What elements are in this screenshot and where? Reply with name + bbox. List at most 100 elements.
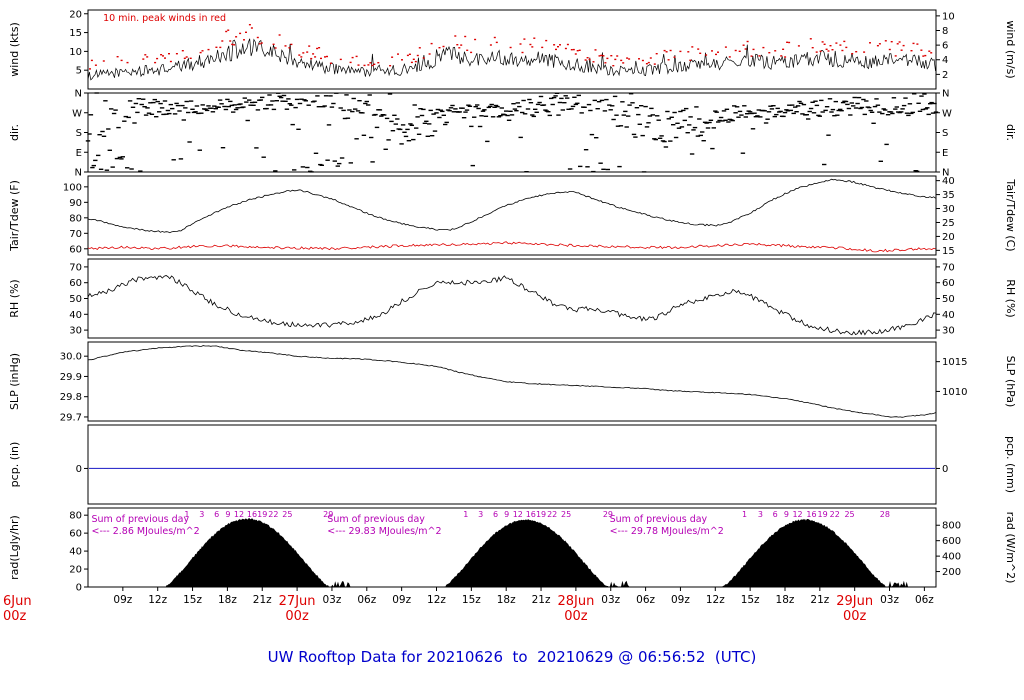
svg-text:1: 1 <box>184 510 189 519</box>
svg-text:30: 30 <box>69 326 82 337</box>
svg-text:22: 22 <box>830 510 840 519</box>
svg-text:03z: 03z <box>323 594 342 606</box>
svg-text:9: 9 <box>225 510 230 519</box>
svg-text:rad(Lgly/hr): rad(Lgly/hr) <box>8 515 21 580</box>
svg-text:80: 80 <box>69 511 82 522</box>
svg-text:E: E <box>76 148 82 159</box>
svg-text:06z: 06z <box>915 594 934 606</box>
svg-text:80: 80 <box>69 213 82 224</box>
svg-text:5: 5 <box>76 66 82 77</box>
svg-text:6: 6 <box>773 510 778 519</box>
svg-text:19: 19 <box>257 510 267 519</box>
svg-text:20: 20 <box>69 565 82 576</box>
svg-text:60: 60 <box>69 278 82 289</box>
svg-text:10: 10 <box>69 47 82 58</box>
svg-text:03z: 03z <box>601 594 620 606</box>
svg-text:25: 25 <box>942 218 955 229</box>
svg-text:70: 70 <box>942 262 955 273</box>
svg-text:09z: 09z <box>671 594 690 606</box>
panel-temp: 100 90 80 70 60 40 35 30 25 20 15 Tair/Tdew (F) Tair… <box>8 175 1017 257</box>
svg-text:200: 200 <box>942 567 961 578</box>
svg-text:rad (W/m^2): rad (W/m^2) <box>1004 512 1017 584</box>
svg-text:1010: 1010 <box>942 387 967 398</box>
svg-text:25: 25 <box>282 510 292 519</box>
svg-text:N: N <box>942 89 949 100</box>
svg-text:400: 400 <box>942 552 961 563</box>
svg-text:19: 19 <box>818 510 828 519</box>
svg-text:8: 8 <box>942 26 948 37</box>
panel-rh: 70 60 50 40 30 70 60 50 40 30 RH (%) RH (%) <box>8 258 1017 339</box>
svg-text:Sum of previous day: Sum of previous day <box>610 514 708 525</box>
svg-text:600: 600 <box>942 536 961 547</box>
svg-text:12: 12 <box>513 510 523 519</box>
svg-text:35: 35 <box>942 190 955 201</box>
svg-text:00z: 00z <box>843 609 867 624</box>
svg-text:wind (m/s): wind (m/s) <box>1004 20 1017 78</box>
svg-text:12z: 12z <box>148 594 167 606</box>
chart-title: UW Rooftop Data for 20210626 to 20210629… <box>267 648 757 666</box>
svg-text:60: 60 <box>69 244 82 255</box>
svg-text:21z: 21z <box>253 594 272 606</box>
svg-text:0: 0 <box>942 464 948 475</box>
svg-text:0: 0 <box>76 464 82 475</box>
svg-text:90: 90 <box>69 198 82 209</box>
svg-text:<--- 2.86 MJoules/m^2: <--- 2.86 MJoules/m^2 <box>91 526 199 537</box>
svg-text:29: 29 <box>603 510 613 519</box>
svg-text:SLP (inHg): SLP (inHg) <box>8 353 21 410</box>
svg-text:1: 1 <box>742 510 747 519</box>
svg-text:3: 3 <box>758 510 763 519</box>
svg-text:29Jun: 29Jun <box>836 594 873 609</box>
svg-text:21z: 21z <box>532 594 551 606</box>
svg-text:N: N <box>942 168 949 179</box>
svg-text:27Jun: 27Jun <box>279 594 316 609</box>
svg-text:pcp. (in): pcp. (in) <box>8 442 21 488</box>
svg-text:00z: 00z <box>3 609 27 624</box>
svg-text:03z: 03z <box>880 594 899 606</box>
svg-text:6: 6 <box>493 510 498 519</box>
svg-text:20: 20 <box>69 9 82 20</box>
svg-text:3: 3 <box>478 510 483 519</box>
svg-text:20: 20 <box>942 232 955 243</box>
svg-text:<--- 29.78 MJoules/m^2: <--- 29.78 MJoules/m^2 <box>610 526 724 537</box>
svg-text:25: 25 <box>844 510 854 519</box>
svg-text:1015: 1015 <box>942 357 967 368</box>
svg-text:10 min. peak winds in red: 10 min. peak winds in red <box>103 13 226 24</box>
svg-text:100: 100 <box>63 182 82 193</box>
svg-text:30: 30 <box>942 204 955 215</box>
svg-text:15z: 15z <box>462 594 481 606</box>
svg-text:22: 22 <box>547 510 557 519</box>
svg-text:70: 70 <box>69 229 82 240</box>
svg-text:09z: 09z <box>392 594 411 606</box>
panel-wind: 5 10 15 20 2 4 6 8 10 wind (kts) wind (m/s) 10 min.… <box>8 9 1017 90</box>
svg-text:dir.: dir. <box>8 124 21 141</box>
svg-text:pcp. (mm): pcp. (mm) <box>1004 436 1017 493</box>
svg-text:21z: 21z <box>810 594 829 606</box>
svg-text:30: 30 <box>942 326 955 337</box>
svg-text:S: S <box>942 128 948 139</box>
svg-text:15z: 15z <box>183 594 202 606</box>
svg-text:6Jun: 6Jun <box>3 594 32 609</box>
svg-text:40: 40 <box>69 310 82 321</box>
svg-text:E: E <box>942 148 948 159</box>
svg-text:28Jun: 28Jun <box>557 594 594 609</box>
svg-text:Sum of previous day: Sum of previous day <box>327 514 425 525</box>
svg-text:18z: 18z <box>218 594 237 606</box>
svg-text:4: 4 <box>942 55 948 66</box>
svg-text:40: 40 <box>69 547 82 558</box>
svg-text:Tair/Tdew (F): Tair/Tdew (F) <box>8 180 21 252</box>
svg-text:6: 6 <box>214 510 219 519</box>
panel-pcp: 0 0 pcp. (in) pcp. (mm) <box>8 424 1017 505</box>
svg-text:40: 40 <box>942 310 955 321</box>
svg-text:16: 16 <box>526 510 536 519</box>
svg-text:Sum of previous day: Sum of previous day <box>91 514 189 525</box>
svg-text:15: 15 <box>942 246 955 257</box>
svg-text:2: 2 <box>942 70 948 81</box>
svg-text:9: 9 <box>504 510 509 519</box>
svg-text:22: 22 <box>268 510 278 519</box>
svg-text:SLP (hPa): SLP (hPa) <box>1004 356 1017 408</box>
svg-text:70: 70 <box>69 262 82 273</box>
svg-text:29.9: 29.9 <box>60 372 82 383</box>
